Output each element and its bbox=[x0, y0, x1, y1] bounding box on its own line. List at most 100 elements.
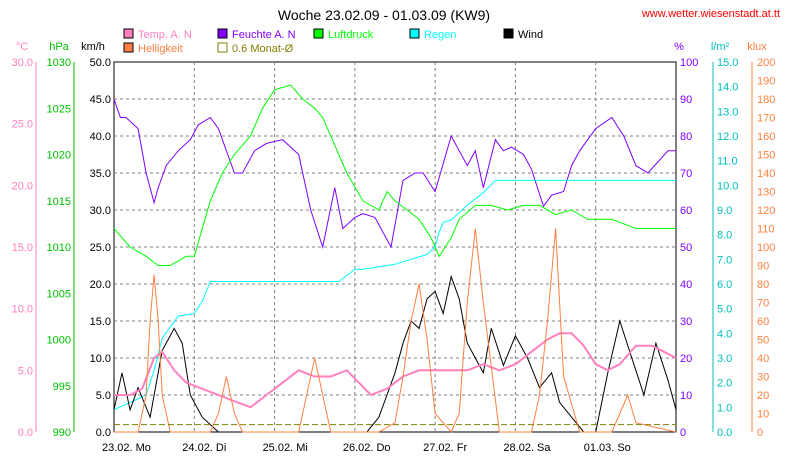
rain-tick-label: 15.0 bbox=[717, 57, 738, 69]
x-tick-label: 01.03. So bbox=[584, 442, 631, 454]
x-tick-label: 27.02. Fr bbox=[423, 442, 467, 454]
pressure-tick-label: 990 bbox=[53, 427, 71, 439]
rain-tick-label: 11.0 bbox=[717, 156, 738, 168]
chart-legend: Temp. A. N Feuchte A. N Luftdruck Regen Wind… bbox=[123, 28, 543, 55]
x-axis-ticks: 23.02. Mo 24.02. Di 25.02. Mi 26.02. Do 27.0… bbox=[102, 442, 631, 454]
legend-label: Feuchte A. N bbox=[232, 29, 296, 41]
legend-label: Temp. A. N bbox=[138, 29, 192, 41]
humidity-tick-label: 20 bbox=[680, 353, 692, 365]
temp-tick-label: 15.0 bbox=[12, 242, 33, 254]
humidity-unit-label: % bbox=[674, 41, 684, 53]
light-tick-label: 100 bbox=[757, 242, 775, 254]
rain-tick-label: 5.0 bbox=[717, 304, 732, 316]
pressure-tick-label: 1000 bbox=[47, 335, 71, 347]
light-tick-label: 70 bbox=[757, 298, 769, 310]
light-tick-label: 40 bbox=[757, 353, 769, 365]
rain-tick-label: 9.0 bbox=[717, 205, 732, 217]
legend-swatch bbox=[123, 28, 134, 39]
rain-tick-label: 1.0 bbox=[717, 402, 732, 414]
legend-swatch bbox=[503, 28, 514, 39]
rain-tick-label: 12.0 bbox=[717, 131, 738, 143]
wind-tick-label: 5.0 bbox=[96, 390, 111, 402]
rain-tick-label: 8.0 bbox=[717, 230, 732, 242]
light-tick-label: 190 bbox=[757, 76, 775, 88]
wind-tick-label: 10.0 bbox=[90, 353, 111, 365]
light-tick-label: 130 bbox=[757, 187, 775, 199]
light-tick-label: 50 bbox=[757, 335, 769, 347]
series-line-wind bbox=[113, 274, 677, 433]
data-series bbox=[113, 84, 677, 433]
humidity-tick-label: 100 bbox=[680, 57, 698, 69]
series-line-luftdruck bbox=[113, 84, 676, 266]
light-tick-label: 80 bbox=[757, 279, 769, 291]
pressure-tick-label: 1025 bbox=[47, 103, 71, 115]
light-tick-label: 160 bbox=[757, 131, 775, 143]
pressure-tick-label: 1020 bbox=[47, 150, 71, 162]
chart-title: Woche 23.02.09 - 01.03.09 (KW9) bbox=[278, 7, 490, 23]
light-tick-label: 140 bbox=[757, 168, 775, 180]
legend-label: Regen bbox=[424, 29, 456, 41]
temp-tick-label: 30.0 bbox=[12, 57, 33, 69]
light-tick-label: 200 bbox=[757, 57, 775, 69]
pressure-tick-label: 1030 bbox=[47, 57, 71, 69]
light-unit-label: klux bbox=[747, 41, 767, 53]
wind-tick-label: 20.0 bbox=[90, 279, 111, 291]
humidity-tick-label: 30 bbox=[680, 316, 692, 328]
rain-tick-label: 3.0 bbox=[717, 353, 732, 365]
chart-axes: 0.05.010.015.020.025.030.0°C990995100010… bbox=[12, 41, 776, 439]
humidity-tick-label: 50 bbox=[680, 242, 692, 254]
wind-unit-label: km/h bbox=[81, 41, 105, 53]
legend-label: 0.6 Monat-Ø bbox=[232, 43, 294, 55]
light-tick-label: 30 bbox=[757, 372, 769, 384]
x-tick-label: 24.02. Di bbox=[182, 442, 226, 454]
temp-tick-label: 0.0 bbox=[18, 427, 33, 439]
rain-unit-label: l/m² bbox=[711, 41, 730, 53]
legend-swatch bbox=[123, 42, 134, 53]
light-tick-label: 180 bbox=[757, 94, 775, 106]
humidity-tick-label: 0 bbox=[680, 427, 686, 439]
temp-unit-label: °C bbox=[16, 41, 28, 53]
rain-tick-label: 14.0 bbox=[717, 82, 738, 94]
series-line-regen bbox=[113, 179, 676, 411]
series-line-temp-a-n bbox=[114, 332, 677, 409]
light-tick-label: 20 bbox=[757, 390, 769, 402]
series-line-feuchte-a-n bbox=[113, 98, 676, 249]
legend-swatch bbox=[217, 28, 228, 39]
pressure-tick-label: 1015 bbox=[47, 196, 71, 208]
temp-tick-label: 5.0 bbox=[18, 365, 33, 377]
x-tick-label: 28.02. Sa bbox=[503, 442, 551, 454]
pressure-tick-label: 1005 bbox=[47, 288, 71, 300]
legend-label: Luftdruck bbox=[328, 29, 374, 41]
x-tick-label: 25.02. Mi bbox=[263, 442, 308, 454]
light-tick-label: 170 bbox=[757, 113, 775, 125]
rain-tick-label: 6.0 bbox=[717, 279, 732, 291]
pressure-tick-label: 1010 bbox=[47, 242, 71, 254]
rain-tick-label: 13.0 bbox=[717, 106, 738, 118]
rain-tick-label: 4.0 bbox=[717, 328, 732, 340]
temp-tick-label: 20.0 bbox=[12, 180, 33, 192]
light-tick-label: 110 bbox=[757, 224, 775, 236]
rain-tick-label: 0.0 bbox=[717, 427, 732, 439]
legend-swatch bbox=[217, 42, 228, 53]
wind-tick-label: 40.0 bbox=[90, 131, 111, 143]
wind-tick-label: 25.0 bbox=[90, 242, 111, 254]
humidity-tick-label: 40 bbox=[680, 279, 692, 291]
series-line-helligkeit bbox=[114, 228, 677, 433]
light-tick-label: 90 bbox=[757, 261, 769, 273]
rain-tick-label: 7.0 bbox=[717, 254, 732, 266]
x-tick-label: 23.02. Mo bbox=[102, 442, 151, 454]
humidity-tick-label: 10 bbox=[680, 390, 692, 402]
wind-tick-label: 50.0 bbox=[90, 57, 111, 69]
rain-tick-label: 2.0 bbox=[717, 378, 732, 390]
light-tick-label: 0 bbox=[757, 427, 763, 439]
light-tick-label: 120 bbox=[757, 205, 775, 217]
legend-swatch bbox=[313, 28, 324, 39]
temp-tick-label: 25.0 bbox=[12, 119, 33, 131]
legend-label: Helligkeit bbox=[138, 43, 183, 55]
wind-tick-label: 35.0 bbox=[90, 168, 111, 180]
rain-tick-label: 10.0 bbox=[717, 180, 738, 192]
source-url[interactable]: www.wetter.wiesenstadt.at.tt bbox=[641, 8, 780, 20]
light-tick-label: 10 bbox=[757, 409, 769, 421]
wind-tick-label: 45.0 bbox=[90, 94, 111, 106]
